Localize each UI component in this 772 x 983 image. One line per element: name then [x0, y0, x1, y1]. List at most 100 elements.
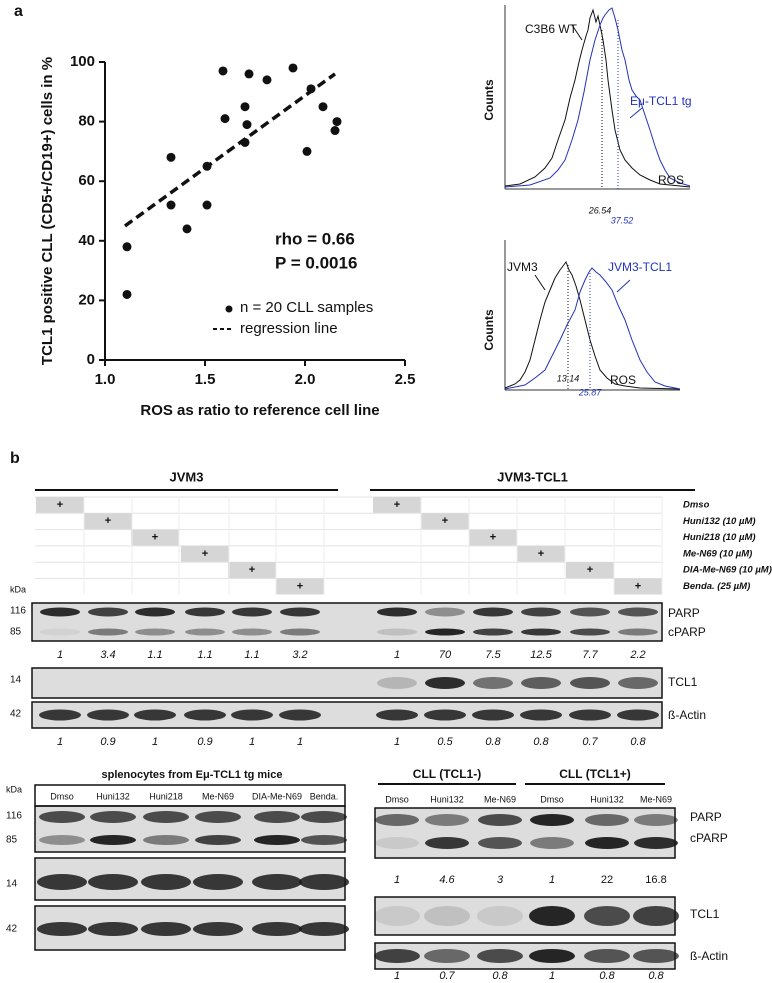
- x-tick-label: 1.5: [195, 371, 216, 388]
- band: [279, 709, 321, 721]
- treatment-mark: +: [442, 515, 448, 527]
- ratio: 1: [297, 736, 303, 748]
- blot-frame: [31, 701, 663, 729]
- band: [530, 837, 574, 849]
- ratio: 2.2: [629, 649, 645, 661]
- treatment-cell: [614, 578, 662, 595]
- band: [39, 811, 85, 823]
- ratio: 0.8: [599, 970, 615, 982]
- kda-label: kDa: [10, 584, 26, 594]
- y-tick-label: 80: [78, 113, 95, 130]
- point: [262, 75, 272, 85]
- point: [220, 114, 230, 124]
- band: [40, 628, 80, 636]
- band: [39, 709, 81, 721]
- ratio: 70: [439, 649, 452, 661]
- point: [122, 242, 132, 252]
- treatment-mark: +: [202, 548, 208, 560]
- band: [529, 906, 575, 926]
- band: [633, 949, 679, 963]
- histogram-x-title: ROS: [658, 173, 684, 187]
- panel-label: b: [10, 450, 20, 467]
- histogram-mean: 13.14: [557, 373, 580, 383]
- ratio: 0.8: [485, 736, 501, 748]
- treatment-cell: [566, 562, 614, 579]
- treatment-mark: +: [152, 532, 158, 544]
- band: [232, 628, 272, 636]
- point: [242, 120, 252, 130]
- x-tick-label: 2.0: [295, 371, 316, 388]
- band: [88, 874, 138, 890]
- band: [377, 607, 417, 617]
- band: [529, 949, 575, 963]
- treatment-cell: [469, 529, 517, 546]
- band: [618, 607, 658, 617]
- band: [521, 607, 561, 617]
- treatment-cell: [131, 529, 179, 546]
- band: [425, 628, 465, 636]
- lane-label: Huni132: [430, 794, 464, 804]
- band: [231, 709, 273, 721]
- kda-marker: 42: [6, 924, 18, 935]
- blot: [32, 668, 662, 698]
- band: [584, 906, 630, 926]
- treatment-cell: [373, 497, 421, 513]
- band: [193, 874, 243, 890]
- group-label: JVM3: [170, 469, 204, 484]
- band: [618, 677, 658, 689]
- protein-label: TCL1: [690, 907, 720, 921]
- band: [141, 922, 191, 936]
- ratio: 3: [497, 874, 504, 886]
- treatment-label: Huni132 (10 µM): [683, 516, 756, 527]
- legend-dot: [225, 305, 233, 313]
- band: [477, 949, 523, 963]
- band: [585, 814, 629, 826]
- band: [377, 677, 417, 689]
- band: [473, 677, 513, 689]
- y-tick-label: 100: [70, 53, 95, 70]
- blot: [35, 806, 345, 852]
- ratio: 1: [152, 736, 158, 748]
- band: [252, 874, 302, 890]
- band: [376, 709, 418, 721]
- lane-label: Me-N69: [202, 791, 234, 801]
- treatment-label: Me-N69 (10 µM): [683, 548, 752, 559]
- ratio: 3.4: [100, 649, 115, 661]
- group-label: JVM3-TCL1: [497, 469, 568, 484]
- treatment-label: Huni218 (10 µM): [683, 532, 756, 543]
- band: [473, 628, 513, 636]
- band: [618, 628, 658, 636]
- band: [584, 949, 630, 963]
- panel-label: a: [14, 3, 23, 20]
- point: [202, 200, 212, 210]
- lane-label: Me-N69: [484, 794, 516, 804]
- point: [166, 200, 176, 210]
- ratio: 7.5: [485, 649, 501, 661]
- band: [37, 922, 87, 936]
- point: [330, 126, 340, 136]
- ratio: 1: [394, 736, 400, 748]
- band: [633, 906, 679, 926]
- band: [280, 628, 320, 636]
- blot: [32, 603, 662, 641]
- treatment-mark: +: [297, 580, 303, 592]
- band: [135, 607, 175, 617]
- histogram-label: C3B6 WT: [525, 22, 578, 36]
- ratio: 1: [394, 970, 400, 982]
- histogram-label: JVM3-TCL1: [608, 260, 672, 274]
- point: [332, 117, 342, 127]
- treatment-cell: [228, 562, 276, 579]
- blot: [375, 808, 675, 858]
- ratio: 0.8: [630, 736, 646, 748]
- protein-label: PARP: [690, 810, 722, 824]
- band: [252, 922, 302, 936]
- treatment-mark: +: [490, 532, 496, 544]
- band: [141, 874, 191, 890]
- band: [521, 628, 561, 636]
- treatment-cell: [36, 497, 84, 513]
- treatment-cell: [181, 545, 229, 562]
- group-label: CLL (TCL1+): [559, 767, 630, 781]
- ratio: 0.8: [648, 970, 664, 982]
- ratio: 1: [394, 874, 400, 886]
- band: [424, 906, 470, 926]
